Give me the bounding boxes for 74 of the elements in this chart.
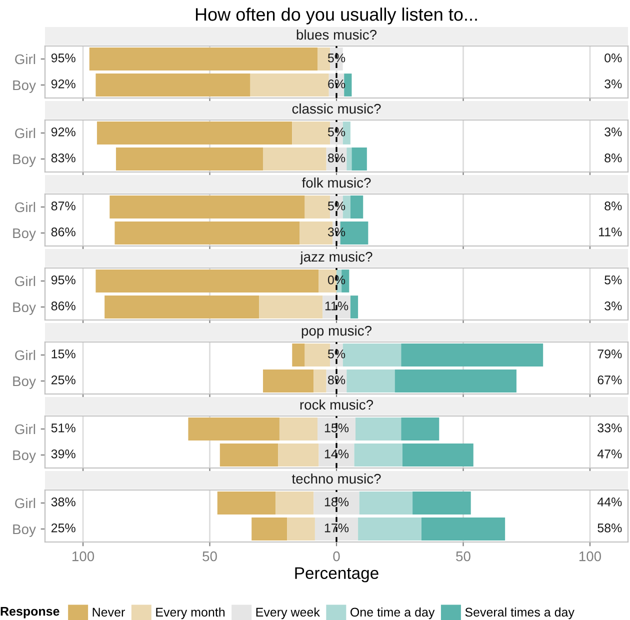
annotation: 86%	[51, 302, 76, 310]
chart-subtitle: blues music?	[296, 29, 377, 40]
annotation: 15%	[324, 424, 349, 432]
chart-subtitle: rock music?	[300, 399, 374, 410]
annotation: 92%	[51, 80, 76, 88]
y-tick-label: Girl	[15, 276, 36, 286]
annotation: 25%	[51, 524, 76, 532]
legend-label: Several times a day	[465, 607, 574, 620]
annotation: 17%	[324, 524, 349, 532]
x-tick-label: 50	[202, 551, 217, 562]
y-tick-label: Boy	[13, 228, 36, 241]
chart-subtitle: pop music?	[302, 325, 372, 338]
annotation: 11%	[325, 302, 348, 310]
y-tick-label: Girl	[15, 128, 36, 138]
chart-subtitle: classic music?	[292, 103, 381, 114]
y-tick-label: Boy	[13, 376, 36, 389]
annotation: 3%	[604, 80, 622, 88]
annotation: 58%	[598, 524, 622, 532]
annotation: 5%	[328, 350, 346, 358]
annotation: 14%	[324, 450, 349, 458]
annotation: 8%	[328, 154, 346, 162]
annotation: 18%	[324, 498, 349, 506]
annotation: 67%	[598, 376, 622, 384]
annotation: 3%	[604, 302, 622, 310]
annotation: 3%	[604, 128, 622, 136]
y-tick-label: Boy	[13, 302, 36, 315]
annotation: 11%	[599, 228, 622, 236]
y-tick-label: Boy	[13, 524, 36, 537]
y-tick-label: Girl	[15, 424, 36, 434]
annotation: 79%	[598, 350, 622, 358]
annotation: 83%	[51, 154, 76, 162]
annotation: 92%	[51, 128, 76, 136]
x-tick-label: 50	[456, 551, 470, 562]
annotation: 0%	[604, 54, 622, 62]
annotation: 95%	[51, 54, 76, 62]
x-tick-label: 100	[579, 551, 602, 562]
annotation: 8%	[604, 202, 622, 210]
y-tick-label: Girl	[15, 350, 36, 360]
annotation: 44%	[597, 498, 622, 506]
y-tick-label: Girl	[15, 54, 36, 64]
legend-title: Response	[0, 607, 60, 618]
annotation: 5%	[328, 54, 346, 62]
x-tick-label: 0	[333, 551, 340, 562]
annotation: 25%	[51, 376, 76, 384]
chart-subtitle: techno music?	[292, 473, 381, 484]
legend-label: Every week	[256, 607, 320, 620]
annotation: 47%	[597, 450, 622, 458]
annotation: 51%	[51, 424, 76, 432]
x-tick-label: 100	[72, 551, 94, 562]
annotation: 5%	[328, 128, 346, 136]
legend-label: One time a day	[350, 607, 435, 620]
annotation: 39%	[51, 450, 76, 458]
y-tick-label: Girl	[15, 498, 36, 508]
annotation: 0%	[328, 276, 346, 284]
y-tick-label: Boy	[13, 450, 36, 463]
y-tick-label: Boy	[13, 80, 36, 93]
annotation: 8%	[604, 154, 622, 162]
annotation: 87%	[51, 202, 76, 210]
legend-label: Never	[92, 608, 125, 617]
annotation: 86%	[51, 228, 76, 236]
chart-subtitle: jazz music?	[300, 251, 372, 264]
chart-subtitle: folk music?	[302, 177, 371, 188]
annotation: 8%	[328, 376, 346, 384]
y-tick-label: Boy	[13, 154, 36, 167]
annotation: 33%	[598, 424, 622, 432]
annotation: 5%	[328, 202, 346, 210]
annotation: 38%	[51, 498, 76, 506]
chart-title: How often do you usually listen to...	[196, 8, 477, 24]
annotation: 15%	[52, 350, 76, 358]
annotation: 95%	[51, 276, 76, 284]
annotation: 5%	[604, 276, 622, 284]
legend-label: Every month	[156, 607, 225, 620]
y-tick-label: Girl	[15, 202, 36, 212]
x-axis-title: Percentage	[295, 567, 378, 582]
